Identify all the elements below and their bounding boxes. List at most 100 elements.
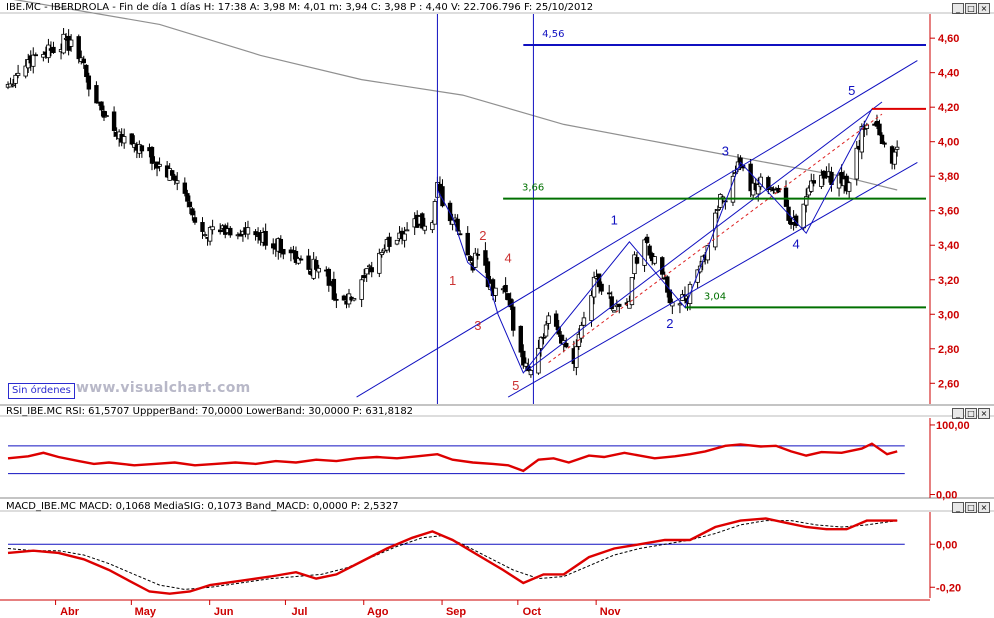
- candle-body: [523, 362, 529, 367]
- candle-body: [217, 229, 223, 233]
- macd-tick-label: 0,00: [936, 539, 957, 551]
- candle-body: [609, 296, 614, 310]
- candle-body: [468, 256, 473, 261]
- candle-body: [94, 85, 99, 104]
- level-label: 3,66: [522, 183, 544, 194]
- candle-body: [667, 289, 673, 304]
- candle-body: [263, 230, 268, 246]
- candle-body: [543, 324, 549, 337]
- channel-inner_upper-line: [528, 101, 883, 370]
- candle-body: [351, 298, 357, 301]
- time-tick-label: Abr: [60, 606, 80, 618]
- candle-body: [306, 255, 311, 270]
- candle-body: [185, 193, 190, 202]
- wave-line: [436, 108, 873, 374]
- candle-body: [617, 303, 622, 307]
- candle-body: [634, 257, 640, 264]
- candle-body: [200, 222, 205, 232]
- candle-body: [210, 226, 215, 231]
- candle-body: [612, 310, 617, 313]
- candle-body: [364, 268, 369, 275]
- candle-body: [811, 180, 817, 184]
- candle-body: [508, 298, 513, 308]
- wave-label: 2: [666, 316, 673, 331]
- rsi-tick-label: 0,00: [936, 490, 957, 502]
- candle-body: [528, 370, 534, 376]
- candle-body: [505, 293, 511, 301]
- candle-body: [599, 283, 604, 292]
- candle-body: [430, 222, 435, 231]
- candle-body: [748, 163, 753, 192]
- rsi-close-button[interactable]: ×: [978, 408, 990, 419]
- candle-body: [202, 234, 208, 237]
- candle-body: [556, 326, 561, 335]
- candle-body: [644, 236, 650, 243]
- candle-body: [121, 136, 127, 144]
- wave-label: 4: [505, 250, 512, 265]
- price-background: [0, 0, 930, 404]
- candle-body: [293, 250, 299, 263]
- candle-body: [715, 209, 721, 211]
- channel-lower-line: [507, 161, 918, 398]
- candle-body: [457, 233, 463, 236]
- rsi-tick-label: 100,00: [936, 420, 970, 432]
- candle-body: [677, 303, 683, 306]
- candle-body: [894, 146, 900, 150]
- candle-body: [404, 229, 410, 232]
- rsi-maximize-button[interactable]: □: [965, 408, 977, 419]
- price-chart: 4,56 3,66 3,04 1 2 3 4 5 1 2 3 4 5: [0, 0, 994, 406]
- macd-close-button[interactable]: ×: [978, 502, 990, 513]
- candle-body: [420, 213, 425, 229]
- candle-body: [41, 54, 46, 58]
- candle-body: [334, 298, 339, 301]
- candle-body: [465, 232, 470, 256]
- candle-body: [473, 252, 478, 268]
- price-maximize-button[interactable]: □: [965, 3, 977, 14]
- candle-body: [369, 267, 374, 273]
- candle-body: [76, 36, 81, 60]
- candle-body: [31, 54, 36, 67]
- candle-body: [104, 115, 109, 117]
- candle-body: [541, 336, 546, 339]
- candle-body: [379, 252, 385, 256]
- candle-body: [281, 248, 286, 255]
- candle-body: [326, 268, 332, 286]
- wave-label: 5: [512, 378, 519, 393]
- macd-line: [7, 517, 898, 595]
- rsi-chart: [0, 415, 994, 499]
- price-tick-label: 2,60: [938, 378, 959, 390]
- price-tick-label: 2,80: [938, 344, 959, 356]
- rsi-minimize-button[interactable]: _: [952, 408, 964, 419]
- candle-body: [559, 334, 564, 344]
- candle-body: [207, 227, 213, 242]
- candle-body: [475, 253, 481, 256]
- price-tick-label: 3,40: [938, 240, 959, 252]
- candle-body: [483, 250, 488, 266]
- macd-header: MACD_IBE.MC MACD: 0,1068 MediaSIG: 0,107…: [6, 501, 399, 512]
- price-close-button[interactable]: ×: [978, 3, 990, 14]
- candle-body: [553, 313, 559, 327]
- candle-body: [892, 151, 897, 165]
- level-label: 3,04: [704, 291, 726, 302]
- candle-body: [86, 75, 92, 90]
- no-orders-button[interactable]: Sin órdenes: [8, 383, 75, 399]
- candle-body: [13, 74, 18, 84]
- candle-body: [23, 65, 28, 77]
- candle-body: [801, 203, 806, 229]
- candle-body: [642, 239, 647, 266]
- macd-maximize-button[interactable]: □: [965, 502, 977, 513]
- candle-body: [359, 279, 364, 300]
- candle-body: [596, 273, 602, 288]
- candle-body: [879, 134, 885, 145]
- candle-body: [10, 84, 16, 87]
- price-minimize-button[interactable]: _: [952, 3, 964, 14]
- candle-body: [493, 287, 498, 296]
- candle-body: [192, 217, 198, 223]
- candle-body: [101, 110, 107, 118]
- macd-minimize-button[interactable]: _: [952, 502, 964, 513]
- candle-body: [182, 182, 188, 194]
- candle-body: [647, 245, 652, 256]
- candle-body: [15, 72, 21, 76]
- candle-body: [877, 123, 882, 136]
- candle-body: [733, 172, 738, 175]
